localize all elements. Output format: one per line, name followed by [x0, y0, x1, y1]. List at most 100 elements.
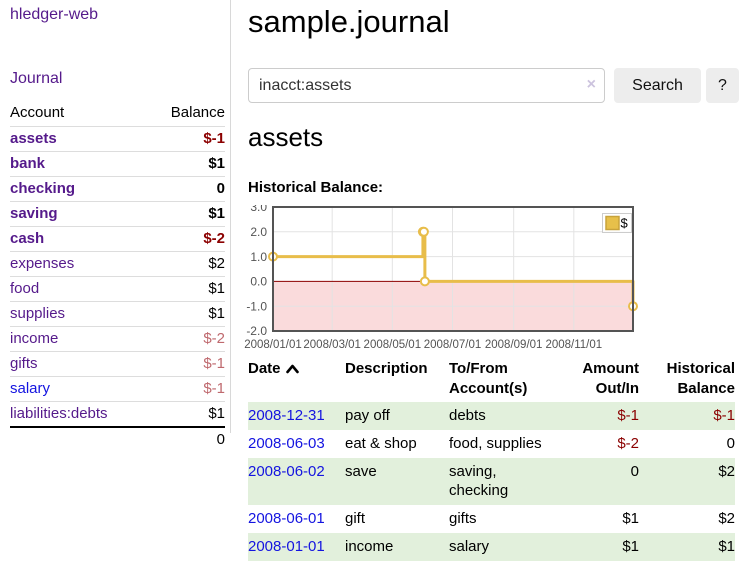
- sidebar-account-link-cash[interactable]: cash: [10, 230, 45, 247]
- account-balance: $1: [148, 151, 225, 177]
- data-point-marker: [419, 276, 430, 287]
- register-header-label: Amount Out/In: [582, 360, 639, 397]
- account-balance: $1: [148, 201, 225, 227]
- register-date-cell: 2008-12-31: [248, 402, 345, 430]
- y-tick-label: -1.0: [246, 299, 267, 313]
- sidebar-account-link-bank[interactable]: bank: [10, 155, 46, 172]
- register-header-historical-balance: Historical Balance: [639, 358, 735, 402]
- register-date-link[interactable]: 2008-06-03: [248, 435, 325, 452]
- register-balance-cell: 0: [726, 435, 735, 452]
- table-row: 2008-01-01 income salary $1 $1: [248, 533, 735, 561]
- accounts-header-account: Account: [10, 104, 65, 121]
- table-row: 2008-06-01 gift gifts $1 $2: [248, 505, 735, 533]
- sidebar-account-link-food[interactable]: food: [10, 280, 40, 297]
- register-accounts-cell: debts: [449, 402, 553, 430]
- register-date-cell: 2008-06-01: [248, 505, 345, 533]
- register-description-cell: eat & shop: [345, 435, 417, 452]
- account-name-cell: checking: [10, 176, 149, 202]
- sidebar-account-link-income[interactable]: income: [10, 330, 59, 347]
- table-row: 2008-12-31 pay off debts $-1 $-1: [248, 402, 735, 430]
- sort-ascending-icon: [285, 364, 299, 374]
- sidebar-account-link-supplies[interactable]: supplies: [10, 305, 66, 322]
- sidebar-account-link-salary[interactable]: salary: [10, 380, 51, 397]
- historical-balance-chart: $3.0 2.0 1.0 0.0 -1.0 -2.0 2008/01/01 2008/03/0…: [240, 200, 742, 357]
- plot-border: [272, 206, 634, 332]
- sidebar-account-link-gifts[interactable]: gifts: [10, 355, 38, 372]
- help-button[interactable]: ?: [706, 68, 739, 103]
- register-header-label: Description: [345, 360, 428, 377]
- sidebar-account-link-saving[interactable]: saving: [10, 205, 58, 222]
- x-tick-label: 2008/01/01: [244, 339, 302, 351]
- register-header-label: Historical Balance: [666, 360, 735, 397]
- register-table: Date Description To/From Account(s) Amount …: [248, 358, 735, 561]
- account-heading: assets: [248, 122, 324, 152]
- app-title-link[interactable]: hledger-web: [10, 6, 99, 23]
- account-name-cell: food: [10, 276, 149, 302]
- accounts-header-row: Account Balance: [10, 101, 225, 127]
- register-amount-cell: 0: [553, 458, 639, 505]
- register-date-cell: 2008-01-01: [248, 533, 345, 561]
- y-tick-label: 0.0: [250, 275, 267, 289]
- sidebar-total-row: 0: [10, 426, 225, 452]
- accounts-table: Account Balance assets $-1 bank $1 checking 0…: [10, 101, 225, 452]
- register-date-link[interactable]: 2008-01-01: [248, 538, 325, 555]
- account-name-cell: income: [10, 326, 149, 352]
- account-balance: $2: [148, 251, 225, 277]
- sidebar-account-row: checking 0: [10, 176, 225, 202]
- sidebar-account-row: assets $-1: [10, 126, 225, 152]
- register-date-link[interactable]: 2008-06-01: [248, 510, 325, 527]
- register-description-cell: income: [345, 533, 449, 561]
- page-title: sample.journal: [248, 4, 450, 39]
- sidebar: hledger-web Journal Account Balance asse…: [0, 0, 231, 452]
- register-balance-cell: $2: [718, 510, 735, 527]
- register-date-cell: 2008-06-02: [248, 458, 345, 505]
- sidebar-account-row: expenses $2: [10, 251, 225, 277]
- x-tick-label: 2008/03/01: [303, 339, 361, 351]
- sidebar-total-value: 0: [10, 426, 225, 452]
- register-balance-cell: $1: [639, 533, 735, 561]
- register-date-link[interactable]: 2008-12-31: [248, 407, 325, 424]
- register-amount-cell: $-2: [617, 435, 639, 452]
- account-balance: $-1: [148, 351, 225, 377]
- account-name-cell: expenses: [10, 251, 149, 277]
- sidebar-account-link-checking[interactable]: checking: [10, 180, 76, 197]
- sidebar-account-row: liabilities:debts $1: [10, 401, 225, 427]
- register-header-date[interactable]: Date: [248, 358, 345, 402]
- account-balance: $-2: [148, 326, 225, 352]
- sidebar-account-link-assets[interactable]: assets: [10, 130, 57, 147]
- sidebar-item-journal[interactable]: Journal: [10, 70, 63, 87]
- main-content: sample.journal × Search ? assets Histori…: [244, 0, 742, 582]
- register-amount-cell: $-1: [553, 402, 639, 430]
- sidebar-account-row: saving $1: [10, 201, 225, 227]
- register-accounts-cell: saving, checking: [449, 458, 553, 505]
- register-balance-cell: $2: [639, 458, 735, 505]
- account-name-cell: assets: [10, 126, 149, 152]
- search-button[interactable]: Search: [614, 68, 701, 103]
- account-balance: $1: [148, 401, 225, 427]
- sidebar-account-row: gifts $-1: [10, 351, 225, 377]
- legend-label: $: [621, 216, 629, 231]
- account-name-cell: gifts: [10, 351, 149, 377]
- accounts-header-balance: Balance: [170, 104, 225, 121]
- account-balance: $-1: [148, 376, 225, 402]
- sidebar-account-row: salary $-1: [10, 376, 225, 402]
- register-date-link[interactable]: 2008-06-02: [248, 463, 325, 480]
- register-accounts-cell: gifts: [449, 510, 477, 527]
- sidebar-account-link-expenses[interactable]: expenses: [10, 255, 75, 272]
- y-tick-label: -2.0: [246, 324, 267, 338]
- clear-search-icon[interactable]: ×: [586, 76, 596, 93]
- y-tick-label: 2.0: [250, 225, 267, 239]
- y-tick-label: 1.0: [250, 250, 267, 264]
- search-input[interactable]: [248, 68, 605, 103]
- register-amount-cell: $1: [553, 533, 639, 561]
- account-balance: 0: [148, 176, 225, 202]
- x-tick-label: 2008/07/01: [424, 339, 482, 351]
- chart-title: Historical Balance:: [248, 179, 384, 196]
- account-balance: $-1: [148, 126, 225, 152]
- sidebar-account-link-liabilities-debts[interactable]: liabilities:debts: [10, 405, 108, 422]
- sidebar-account-row: bank $1: [10, 151, 225, 177]
- register-amount-cell: $1: [622, 510, 639, 527]
- account-balance: $1: [148, 301, 225, 327]
